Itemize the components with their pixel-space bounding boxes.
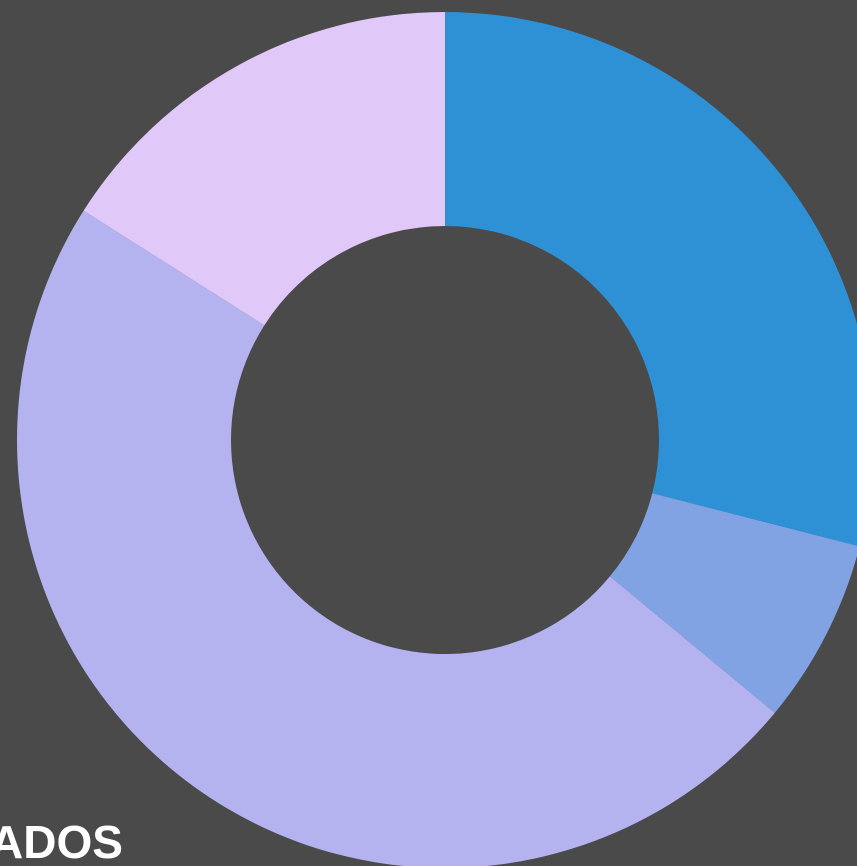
slice [17,210,775,866]
label: ADOS [0,816,123,866]
slices [17,12,857,866]
slice [83,12,445,326]
slice [445,12,857,546]
slice [609,493,857,713]
